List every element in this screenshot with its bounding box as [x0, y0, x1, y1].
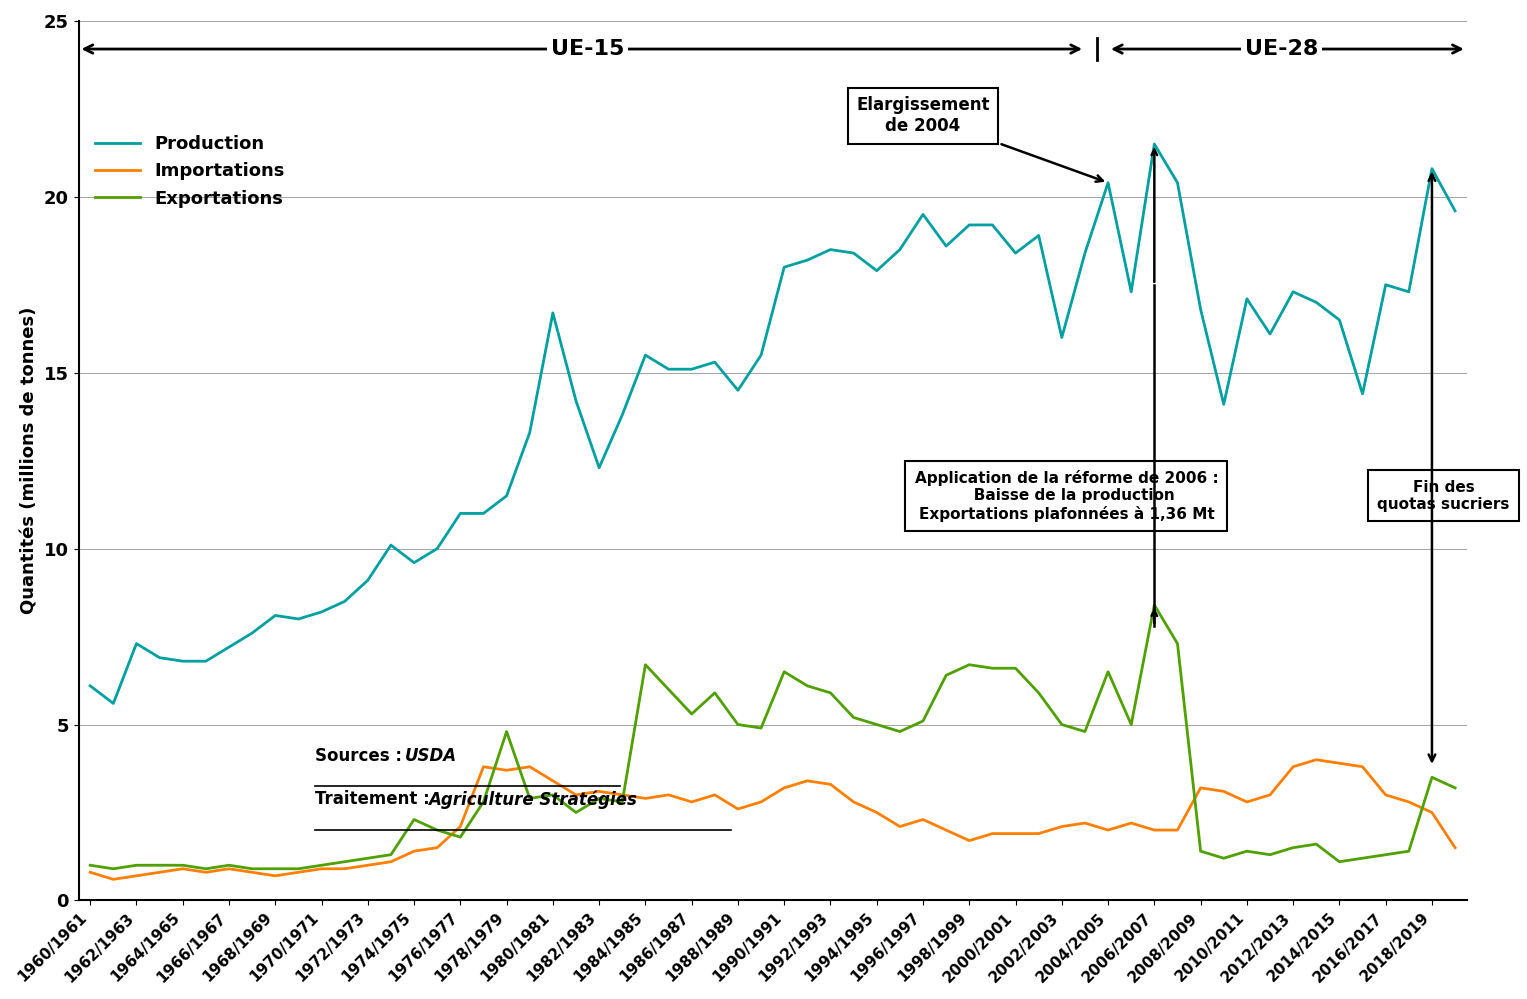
Exportations: [450, 831, 469, 843]
Production: [81, 680, 99, 692]
Exportations: [544, 789, 562, 801]
Text: Application de la réforme de 2006 :
   Baisse de la production
Exportations plaf: Application de la réforme de 2006 : Bais…: [915, 470, 1219, 521]
Exportations: [336, 856, 354, 868]
Production: [336, 595, 354, 607]
Importations: [498, 764, 516, 776]
Text: UE-15: UE-15: [551, 39, 625, 59]
Text: UE-28: UE-28: [1245, 39, 1318, 59]
Production: [1145, 138, 1164, 150]
Production: [567, 395, 585, 407]
Text: Fin des
quotas sucriers: Fin des quotas sucriers: [1377, 480, 1510, 512]
Exportations: [1145, 599, 1164, 611]
Production: [960, 219, 979, 231]
Line: Importations: Importations: [90, 759, 1455, 879]
Exportations: [498, 725, 516, 737]
Text: Traitement :: Traitement :: [315, 790, 435, 808]
Text: Agriculture Stratégies: Agriculture Stratégies: [429, 790, 637, 809]
Importations: [450, 820, 469, 832]
Importations: [567, 789, 585, 801]
Importations: [104, 873, 122, 885]
Exportations: [104, 863, 122, 875]
Importations: [336, 863, 354, 875]
Importations: [960, 834, 979, 846]
Production: [498, 490, 516, 501]
Line: Exportations: Exportations: [90, 605, 1455, 869]
Exportations: [81, 859, 99, 871]
Production: [450, 507, 469, 519]
Exportations: [1446, 782, 1464, 794]
Importations: [1446, 842, 1464, 854]
Importations: [1307, 753, 1325, 765]
Production: [104, 697, 122, 709]
Exportations: [960, 658, 979, 670]
Exportations: [567, 806, 585, 818]
Line: Production: Production: [90, 144, 1455, 703]
Importations: [81, 866, 99, 878]
Text: USDA: USDA: [405, 746, 457, 764]
Legend: Production, Importations, Exportations: Production, Importations, Exportations: [95, 136, 284, 208]
Y-axis label: Quantités (millions de tonnes): Quantités (millions de tonnes): [20, 307, 38, 614]
Text: Elargissement
de 2004: Elargissement de 2004: [857, 97, 1102, 182]
Importations: [544, 775, 562, 787]
Production: [1446, 205, 1464, 217]
Text: Sources :: Sources :: [315, 746, 408, 764]
Production: [544, 307, 562, 319]
